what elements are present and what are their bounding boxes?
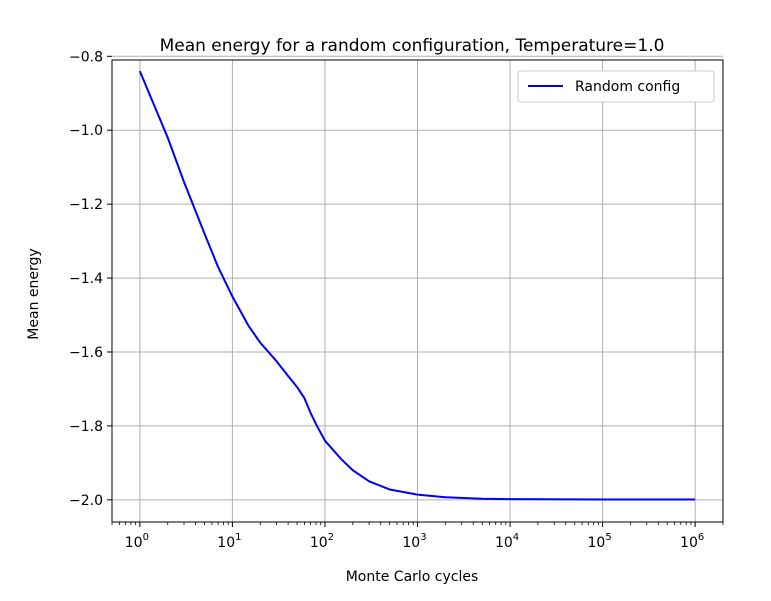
x-tick-label-exponent: 1: [235, 532, 241, 543]
x-axis-label: Monte Carlo cycles: [346, 569, 479, 585]
legend: Random config: [517, 70, 715, 103]
series-line-random-config: [138, 70, 696, 501]
x-tick-label-exponent: 6: [698, 532, 704, 543]
y-tick-label: −1.6: [69, 345, 103, 361]
x-tick-label-base: 10: [495, 535, 513, 551]
y-axis-label: Mean energy: [26, 248, 42, 339]
y-tick-label: −1.8: [69, 419, 103, 435]
x-tick-label-exponent: 2: [328, 532, 334, 543]
legend-box: [517, 70, 715, 103]
chart-title: Mean energy for a random configuration, …: [160, 36, 665, 56]
series-line-group: [138, 70, 696, 501]
y-tick-label: −1.2: [69, 197, 103, 213]
y-tick-label: −2.0: [69, 493, 103, 509]
y-tick-label: −0.8: [69, 49, 103, 65]
x-tick-label: 104: [495, 532, 519, 551]
x-tick-label-base: 10: [217, 535, 235, 551]
x-tick-label: 105: [587, 532, 611, 551]
y-tick-label: −1.4: [69, 271, 103, 287]
x-tick-label-exponent: 5: [605, 532, 611, 543]
x-tick-label: 102: [310, 532, 334, 551]
x-tick-label-exponent: 4: [513, 532, 519, 543]
grid: [112, 55, 723, 522]
x-tick-label: 106: [680, 532, 704, 551]
legend-label-random-config: Random config: [575, 79, 680, 95]
x-tick-label-base: 10: [587, 535, 605, 551]
x-tick-label: 100: [125, 532, 149, 551]
x-tick-label: 103: [402, 532, 426, 551]
x-tick-label: 101: [217, 532, 241, 551]
x-tick-label-exponent: 3: [420, 532, 426, 543]
x-tick-label-base: 10: [125, 535, 143, 551]
y-tick-label: −1.0: [69, 123, 103, 139]
x-tick-label-base: 10: [680, 535, 698, 551]
x-tick-label-base: 10: [310, 535, 328, 551]
x-tick-label-base: 10: [402, 535, 420, 551]
x-tick-label-exponent: 0: [143, 532, 149, 543]
